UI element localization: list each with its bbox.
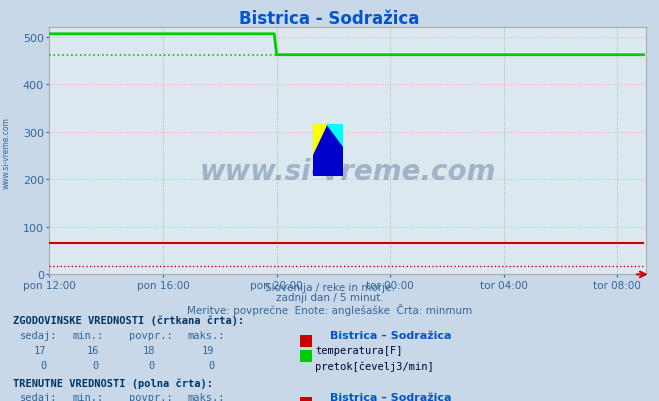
Text: pretok[čevelj3/min]: pretok[čevelj3/min] xyxy=(315,360,434,371)
Text: Bistrica - Sodražica: Bistrica - Sodražica xyxy=(239,10,420,28)
Polygon shape xyxy=(313,124,328,156)
Text: ZGODOVINSKE VREDNOSTI (črtkana črta):: ZGODOVINSKE VREDNOSTI (črtkana črta): xyxy=(13,315,244,325)
Text: Meritve: povprečne  Enote: anglešaške  Črta: minmum: Meritve: povprečne Enote: anglešaške Črt… xyxy=(187,303,472,315)
Text: 0: 0 xyxy=(149,360,155,371)
Text: maks.:: maks.: xyxy=(188,393,225,401)
Text: Bistrica – Sodražica: Bistrica – Sodražica xyxy=(330,393,451,401)
Text: 0: 0 xyxy=(40,360,46,371)
Text: Slovenija / reke in morje.: Slovenija / reke in morje. xyxy=(264,282,395,292)
Text: povpr.:: povpr.: xyxy=(129,330,172,340)
Polygon shape xyxy=(326,124,343,148)
Text: temperatura[F]: temperatura[F] xyxy=(315,345,403,355)
Text: maks.:: maks.: xyxy=(188,330,225,340)
Text: Bistrica – Sodražica: Bistrica – Sodražica xyxy=(330,330,451,340)
Text: 16: 16 xyxy=(86,345,99,355)
Text: sedaj:: sedaj: xyxy=(20,393,57,401)
Text: 19: 19 xyxy=(202,345,214,355)
Text: 17: 17 xyxy=(34,345,46,355)
Text: min.:: min.: xyxy=(72,393,103,401)
Text: TRENUTNE VREDNOSTI (polna črta):: TRENUTNE VREDNOSTI (polna črta): xyxy=(13,377,213,388)
Text: www.si-vreme.com: www.si-vreme.com xyxy=(200,157,496,185)
Text: povpr.:: povpr.: xyxy=(129,393,172,401)
Text: 0: 0 xyxy=(93,360,99,371)
Text: 0: 0 xyxy=(208,360,214,371)
Text: www.si-vreme.com: www.si-vreme.com xyxy=(2,117,11,188)
Text: sedaj:: sedaj: xyxy=(20,330,57,340)
Text: zadnji dan / 5 minut.: zadnji dan / 5 minut. xyxy=(275,293,384,303)
Polygon shape xyxy=(313,124,343,176)
Text: 18: 18 xyxy=(142,345,155,355)
Text: min.:: min.: xyxy=(72,330,103,340)
